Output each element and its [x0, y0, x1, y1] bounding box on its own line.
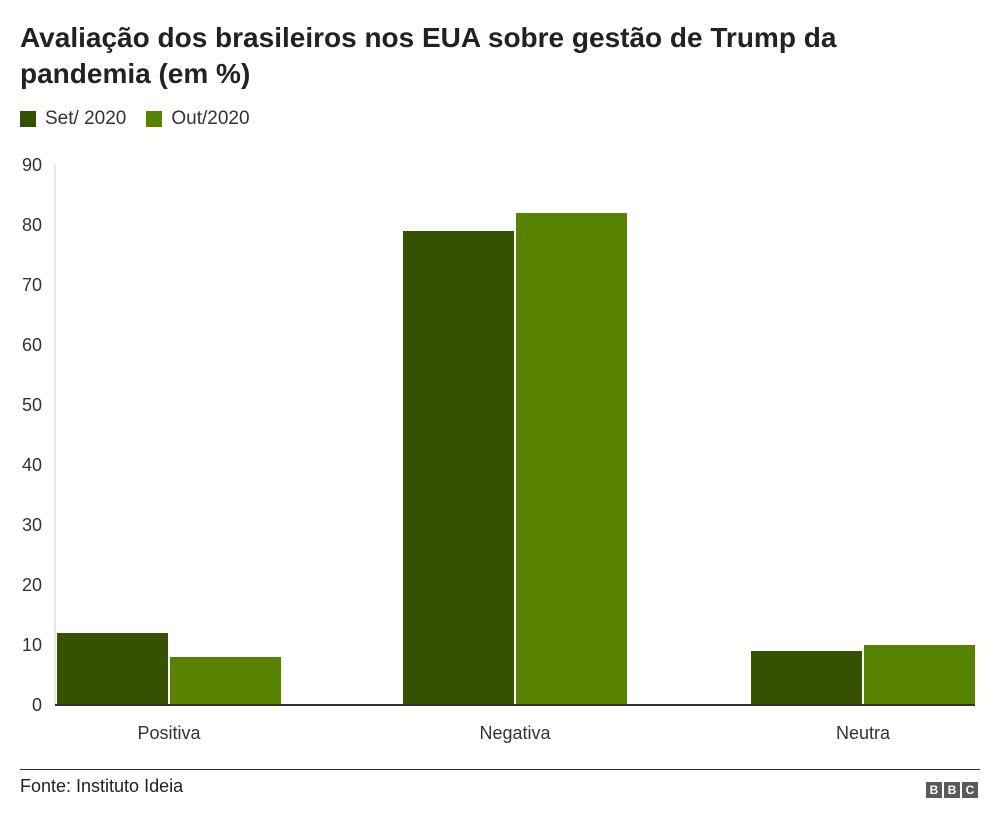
chart-title: Avaliação dos brasileiros nos EUA sobre … [20, 22, 837, 89]
bbc-logo-letter-b1: B [926, 782, 942, 798]
bar-neutra-series-2 [864, 645, 975, 705]
bar-negativa-series-1 [403, 231, 514, 705]
y-tick-label-40: 40 [22, 455, 42, 475]
source-note: Fonte: Instituto Ideia [20, 776, 184, 796]
bar-chart: 0 10 20 30 40 50 60 70 80 90 Positiva Negativa Neutr… [22, 155, 975, 743]
y-tick-label-50: 50 [22, 395, 42, 415]
legend-swatch-out-2020 [146, 111, 163, 127]
y-tick-label-80: 80 [22, 215, 42, 235]
legend-label-out-2020: Out/2020 [171, 108, 250, 129]
bar-positiva-series-2 [170, 657, 281, 705]
y-tick-label-90: 90 [22, 155, 42, 175]
x-tick-label-neutra: Neutra [836, 723, 891, 743]
bbc-logo-letter-b2: B [944, 782, 960, 798]
legend: Set/ 2020 Out/2020 [20, 108, 270, 130]
y-tick-label-60: 60 [22, 335, 42, 355]
y-tick-label-0: 0 [32, 695, 42, 715]
x-tick-label-positiva: Positiva [137, 723, 201, 743]
legend-swatch-set-2020 [20, 111, 36, 127]
y-tick-label-10: 10 [22, 635, 42, 655]
y-tick-label-20: 20 [22, 575, 42, 595]
bar-neutra-series-1 [751, 651, 862, 705]
legend-item-out-2020: Out/2020 [146, 108, 250, 130]
x-tick-label-negativa: Negativa [479, 723, 551, 743]
legend-label-set-2020: Set/ 2020 [45, 108, 127, 129]
legend-item-set-2020: Set/ 2020 [20, 108, 126, 130]
bar-negativa-series-2 [516, 213, 627, 705]
y-tick-label-70: 70 [22, 275, 42, 295]
bar-positiva-series-1 [57, 633, 168, 705]
bbc-logo: B B C [924, 782, 978, 798]
footer-divider [20, 769, 980, 770]
y-tick-label-30: 30 [22, 515, 42, 535]
bbc-logo-letter-c: C [962, 782, 978, 798]
